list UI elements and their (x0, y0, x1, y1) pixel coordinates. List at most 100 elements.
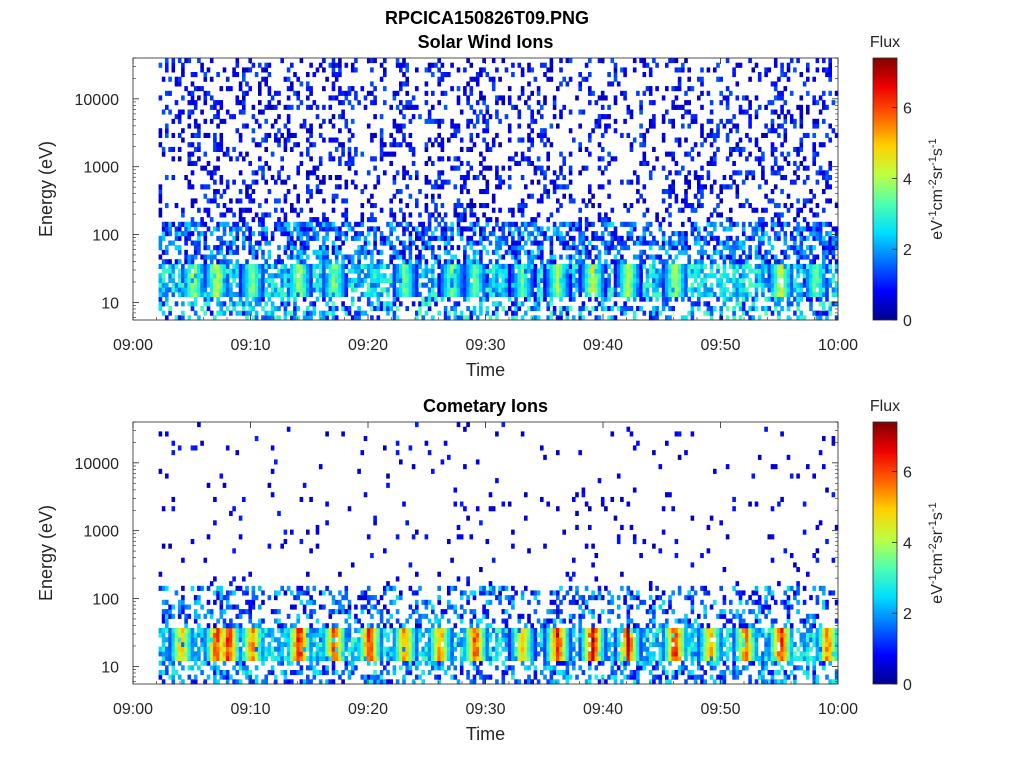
spectrogram-cell (351, 259, 355, 264)
spectrogram-cell (236, 128, 240, 133)
spectrogram-cell (796, 255, 800, 260)
spectrogram-cell (341, 100, 345, 105)
spectrogram-cell (643, 259, 647, 264)
spectrogram-cell (736, 222, 740, 227)
spectrogram-cell (207, 255, 211, 260)
spectrogram-cell (431, 184, 435, 189)
spectrogram-cell (700, 250, 704, 255)
spectrogram-cell (332, 264, 336, 269)
spectrogram-cell (389, 152, 393, 157)
spectrogram-cell (675, 67, 679, 72)
spectrogram-cell (473, 203, 477, 208)
spectrogram-cell (168, 642, 172, 647)
spectrogram-cell (245, 81, 249, 86)
spectrogram-cell (175, 81, 179, 86)
spectrogram-cell (204, 241, 208, 246)
spectrogram-cell (242, 72, 246, 77)
spectrogram-cell (181, 600, 185, 605)
spectrogram-cell (428, 212, 432, 217)
spectrogram-cell (207, 170, 211, 175)
spectrogram-cell (495, 95, 499, 100)
spectrogram-cell (239, 170, 243, 175)
spectrogram-cell (255, 180, 259, 185)
spectrogram-cell (402, 231, 406, 236)
spectrogram-cell (370, 278, 374, 283)
spectrogram-cell (530, 110, 534, 115)
spectrogram-cell (322, 264, 326, 269)
spectrogram-cell (607, 217, 611, 222)
spectrogram-cell (575, 264, 579, 269)
spectrogram-cell (553, 292, 557, 297)
spectrogram-cell (700, 133, 704, 138)
spectrogram-cell (290, 241, 294, 246)
spectrogram-cell (252, 231, 256, 236)
spectrogram-cell (556, 264, 560, 269)
spectrogram-cell (460, 264, 464, 269)
spectrogram-cell (434, 138, 438, 143)
spectrogram-cell (758, 226, 762, 231)
spectrogram-cell (716, 283, 720, 288)
spectrogram-cell (303, 283, 307, 288)
spectrogram-cell (341, 231, 345, 236)
spectrogram-cell (322, 283, 326, 288)
spectrogram-cell (643, 250, 647, 255)
spectrogram-cell (255, 311, 259, 316)
spectrogram-cell (627, 208, 631, 213)
spectrogram-cell (290, 203, 294, 208)
spectrogram-cell (671, 184, 675, 189)
spectrogram-cell (245, 189, 249, 194)
spectrogram-cell (194, 133, 198, 138)
spectrogram-cell (303, 226, 307, 231)
spectrogram-cell (239, 264, 243, 269)
spectrogram-cell (694, 236, 698, 241)
spectrogram-cell (812, 194, 816, 199)
spectrogram-cell (280, 226, 284, 231)
spectrogram-cell (162, 226, 166, 231)
spectrogram-cell (332, 283, 336, 288)
spectrogram-cell (559, 152, 563, 157)
spectrogram-cell (546, 77, 550, 82)
spectrogram-cell (482, 114, 486, 119)
spectrogram-cell (617, 250, 621, 255)
spectrogram-cell (569, 180, 573, 185)
spectrogram-cell (290, 86, 294, 91)
spectrogram-cell (402, 72, 406, 77)
spectrogram-cell (607, 72, 611, 77)
spectrogram-cell (585, 63, 589, 68)
spectrogram-cell (383, 241, 387, 246)
spectrogram-cell (428, 241, 432, 246)
spectrogram-cell (793, 297, 797, 302)
spectrogram-cell (486, 128, 490, 133)
spectrogram-cell (498, 292, 502, 297)
spectrogram-cell (415, 287, 419, 292)
spectrogram-cell (521, 292, 525, 297)
spectrogram-cell (248, 236, 252, 241)
spectrogram-cell (409, 147, 413, 152)
spectrogram-cell (489, 241, 493, 246)
spectrogram-cell (431, 297, 435, 302)
spectrogram-cell (181, 651, 185, 656)
spectrogram-cell (409, 264, 413, 269)
spectrogram-cell (293, 264, 297, 269)
spectrogram-cell (755, 138, 759, 143)
spectrogram-cell (803, 255, 807, 260)
spectrogram-cell (437, 77, 441, 82)
spectrogram-cell (178, 236, 182, 241)
spectrogram-cell (264, 81, 268, 86)
spectrogram-cell (338, 278, 342, 283)
spectrogram-cell (287, 114, 291, 119)
spectrogram-cell (678, 67, 682, 72)
spectrogram-cell (197, 142, 201, 147)
spectrogram-cell (476, 81, 480, 86)
spectrogram-cell (191, 100, 195, 105)
spectrogram-cell (486, 278, 490, 283)
spectrogram-cell (774, 161, 778, 166)
spectrogram-cell (354, 170, 358, 175)
spectrogram-cell (207, 633, 211, 638)
spectrogram-cell (296, 255, 300, 260)
spectrogram-cell (559, 222, 563, 227)
spectrogram-cell (204, 77, 208, 82)
spectrogram-cell (748, 292, 752, 297)
spectrogram-cell (229, 245, 233, 250)
spectrogram-cell (188, 58, 192, 63)
